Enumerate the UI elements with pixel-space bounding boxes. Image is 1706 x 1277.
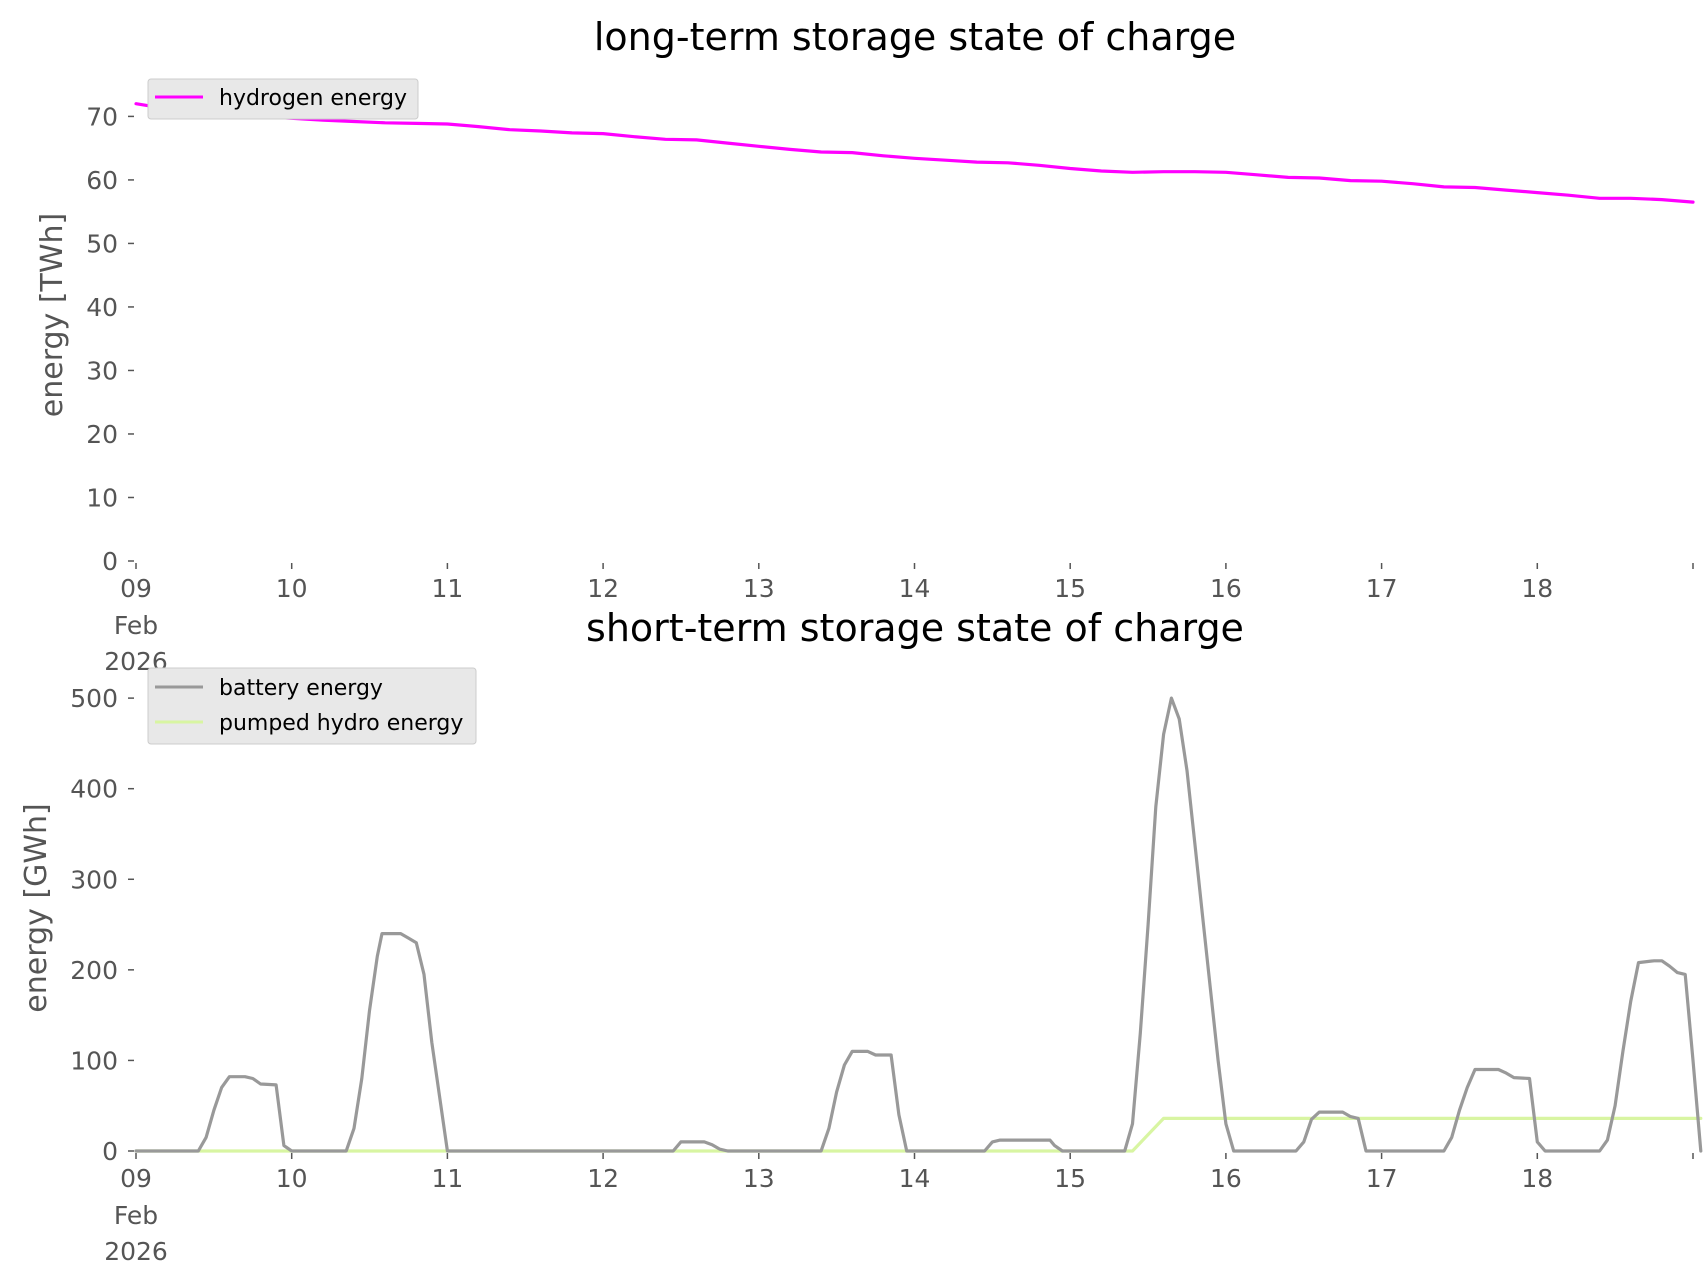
long-term-y-axis-label: energy [TWh] bbox=[35, 213, 70, 417]
short-term-x-tick-month-label: Feb bbox=[114, 1201, 158, 1230]
short-term-x-tick-label: 14 bbox=[899, 1164, 931, 1193]
long-term-x-tick-label: 09 bbox=[120, 574, 152, 603]
series-line-battery-energy bbox=[134, 696, 1703, 1153]
short-term-y-tick-label: 0 bbox=[102, 1137, 118, 1166]
long-term-y-ticks: 0 10 20 30 40 50 60 70 bbox=[86, 102, 134, 576]
long-term-y-tick-label: 0 bbox=[102, 547, 118, 576]
short-term-x-tick-label: 17 bbox=[1366, 1164, 1398, 1193]
long-term-x-tick-label: 16 bbox=[1210, 574, 1242, 603]
long-term-x-tick-label: 12 bbox=[587, 574, 619, 603]
long-term-y-tick-label: 20 bbox=[86, 420, 118, 449]
long-term-y-tick-label: 10 bbox=[86, 483, 118, 512]
legend-label-hydrogen-energy: hydrogen energy bbox=[219, 86, 407, 111]
short-term-y-tick-label: 300 bbox=[70, 865, 118, 894]
short-term-x-tick-label: 18 bbox=[1521, 1164, 1553, 1193]
long-term-y-tick-label: 60 bbox=[86, 166, 118, 195]
short-term-series-lines bbox=[134, 696, 1703, 1153]
long-term-legend-box bbox=[147, 78, 419, 120]
short-term-chart-title: short-term storage state of charge bbox=[586, 606, 1244, 650]
short-term-x-tick-label: 13 bbox=[743, 1164, 775, 1193]
long-term-x-tick-label: 14 bbox=[899, 574, 931, 603]
long-term-x-tick-label: 13 bbox=[743, 574, 775, 603]
short-term-x-ticks: 09 Feb 2026 10 11 12 13 14 15 16 17 18 bbox=[104, 1153, 1694, 1266]
short-term-x-tick-label: 09 bbox=[120, 1164, 152, 1193]
long-term-y-tick-label: 40 bbox=[86, 293, 118, 322]
long-term-x-tick-label: 11 bbox=[431, 574, 463, 603]
short-term-x-tick-year-label: 2026 bbox=[104, 1237, 168, 1266]
long-term-legend: hydrogen energy bbox=[147, 78, 419, 120]
short-term-chart: short-term storage state of charge energ… bbox=[19, 606, 1703, 1266]
long-term-x-tick-label: 10 bbox=[276, 574, 308, 603]
short-term-y-tick-label: 400 bbox=[70, 775, 118, 804]
long-term-y-tick-label: 70 bbox=[86, 102, 118, 131]
long-term-y-tick-label: 30 bbox=[86, 356, 118, 385]
legend-label-battery-energy: battery energy bbox=[219, 676, 383, 701]
short-term-x-tick-label: 15 bbox=[1054, 1164, 1086, 1193]
long-term-x-tick-label: 18 bbox=[1521, 574, 1553, 603]
legend-label-pumped-hydro-energy: pumped hydro energy bbox=[219, 711, 463, 736]
short-term-y-axis-label: energy [GWh] bbox=[19, 803, 54, 1012]
short-term-y-ticks: 0 100 200 300 400 500 bbox=[70, 684, 134, 1166]
short-term-y-tick-label: 100 bbox=[70, 1046, 118, 1075]
long-term-x-tick-month-label: Feb bbox=[114, 611, 158, 640]
short-term-x-tick-label: 12 bbox=[587, 1164, 619, 1193]
long-term-series-lines bbox=[134, 102, 1695, 204]
series-line-hydrogen-energy bbox=[134, 102, 1695, 204]
short-term-y-tick-label: 500 bbox=[70, 684, 118, 713]
short-term-x-tick-label: 10 bbox=[276, 1164, 308, 1193]
long-term-chart-title: long-term storage state of charge bbox=[594, 15, 1236, 59]
long-term-chart: long-term storage state of charge energy… bbox=[35, 15, 1695, 676]
short-term-legend-box bbox=[147, 667, 477, 745]
long-term-x-tick-label: 17 bbox=[1366, 574, 1398, 603]
short-term-y-tick-label: 200 bbox=[70, 956, 118, 985]
long-term-x-tick-label: 15 bbox=[1054, 574, 1086, 603]
short-term-legend: battery energy pumped hydro energy bbox=[147, 667, 477, 745]
short-term-x-tick-label: 11 bbox=[431, 1164, 463, 1193]
long-term-y-tick-label: 50 bbox=[86, 229, 118, 258]
short-term-x-tick-label: 16 bbox=[1210, 1164, 1242, 1193]
